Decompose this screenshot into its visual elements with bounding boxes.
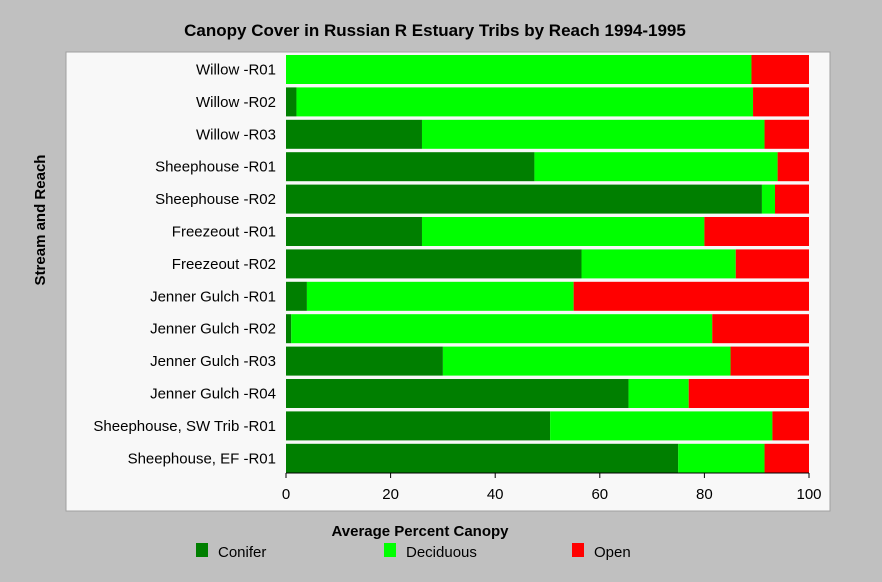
bar-conifer-10: [286, 379, 629, 408]
bar-deciduous-3: [534, 152, 778, 182]
bar-conifer-4: [286, 184, 762, 214]
category-label: Willow -R02: [196, 94, 276, 111]
bar-open-3: [777, 152, 809, 182]
category-label: Jenner Gulch -R02: [150, 321, 276, 338]
x-tick-label: 20: [382, 486, 399, 503]
bar-deciduous-6: [581, 249, 736, 279]
bar-open-1: [753, 87, 809, 117]
bar-open-10: [688, 379, 809, 408]
bar-open-9: [730, 346, 809, 376]
x-tick-label: 40: [487, 486, 504, 503]
bar-deciduous-2: [421, 119, 765, 149]
legend: Conifer Deciduous Open: [196, 543, 631, 561]
legend-label-deciduous: Deciduous: [406, 544, 477, 561]
category-label: Jenner Gulch -R04: [150, 386, 276, 403]
legend-swatch-deciduous: [384, 543, 396, 557]
x-tick-label: 100: [796, 486, 821, 503]
bar-deciduous-1: [296, 87, 754, 117]
category-label: Jenner Gulch -R01: [150, 288, 276, 305]
bar-open-7: [573, 281, 809, 311]
category-label: Sheephouse -R02: [155, 191, 276, 208]
y-axis-label: Stream and Reach: [32, 155, 49, 286]
bar-deciduous-10: [628, 379, 689, 408]
category-label: Willow -R03: [196, 126, 276, 143]
bar-conifer-1: [286, 87, 297, 117]
bar-conifer-2: [286, 119, 422, 149]
bar-deciduous-7: [306, 281, 574, 311]
bar-conifer-9: [286, 346, 443, 376]
bar-conifer-11: [286, 411, 551, 441]
bar-conifer-5: [286, 217, 422, 246]
bar-conifer-7: [286, 281, 307, 311]
legend-label-conifer: Conifer: [218, 544, 266, 561]
legend-swatch-open: [572, 543, 584, 557]
bar-open-8: [712, 314, 809, 344]
x-axis-ticks: 0 20 40 60 80 100: [282, 473, 822, 503]
bar-deciduous-8: [291, 314, 713, 344]
category-label: Freezeout -R02: [172, 256, 276, 273]
bar-open-6: [735, 249, 809, 279]
category-label: Jenner Gulch -R03: [150, 353, 276, 370]
category-labels: Willow -R01 Willow -R02 Willow -R03 Sheepho…: [93, 62, 276, 468]
bar-open-2: [764, 119, 809, 149]
bar-open-12: [764, 443, 809, 473]
bars-group: [286, 55, 809, 473]
category-label: Willow -R01: [196, 62, 276, 79]
bar-conifer-6: [286, 249, 582, 279]
bar-conifer-8: [286, 314, 292, 344]
category-label: Sheephouse -R01: [155, 159, 276, 176]
bar-deciduous-0: [286, 55, 752, 84]
category-label: Freezeout -R01: [172, 224, 276, 241]
x-tick-label: 0: [282, 486, 290, 503]
bar-conifer-12: [286, 443, 679, 473]
bar-deciduous-9: [442, 346, 731, 376]
category-label: Sheephouse, EF -R01: [128, 450, 276, 467]
bar-open-5: [704, 217, 809, 246]
chart-title: Canopy Cover in Russian R Estuary Tribs …: [184, 21, 686, 40]
legend-swatch-conifer: [196, 543, 208, 557]
bar-deciduous-11: [550, 411, 773, 441]
bar-open-11: [772, 411, 809, 441]
x-tick-label: 60: [591, 486, 608, 503]
x-axis-label: Average Percent Canopy: [331, 523, 509, 540]
x-tick-label: 80: [696, 486, 713, 503]
bar-deciduous-12: [678, 443, 765, 473]
bar-open-4: [775, 184, 809, 214]
bar-conifer-3: [286, 152, 535, 182]
category-label: Sheephouse, SW Trib -R01: [93, 418, 276, 435]
bar-deciduous-5: [421, 217, 705, 246]
legend-label-open: Open: [594, 544, 631, 561]
bar-open-0: [751, 55, 809, 84]
bar-deciduous-4: [761, 184, 776, 214]
